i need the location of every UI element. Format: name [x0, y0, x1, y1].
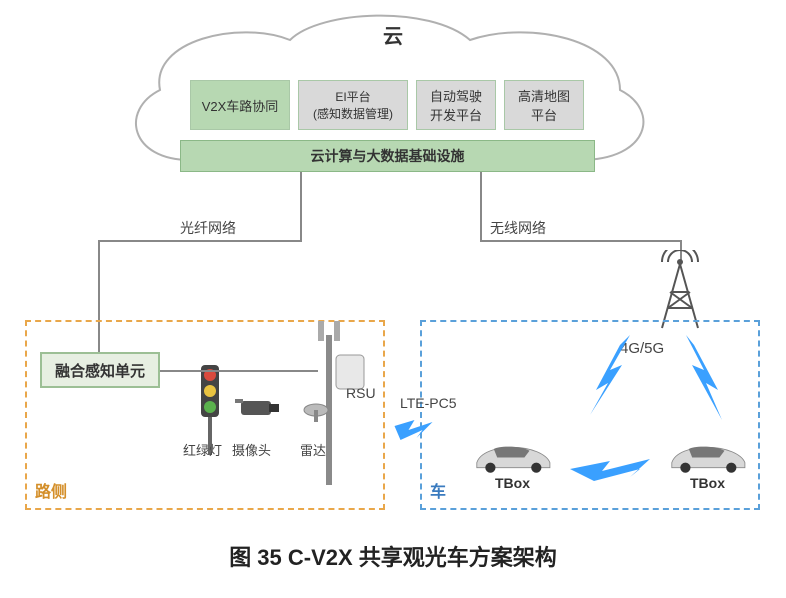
cloud-box-v2x: V2X车路协同 [190, 80, 290, 130]
antenna-tower-icon [650, 250, 710, 330]
cloud-box-hdmap: 高清地图 平台 [504, 80, 584, 130]
roadside-title: 路侧 [35, 478, 67, 502]
bolt-lte-icon [390, 410, 445, 450]
traffic-light-label: 红绿灯 [183, 440, 222, 459]
radar-label: 雷达 [300, 440, 326, 459]
rsu-label: RSU [346, 385, 376, 401]
cloud-box-ei: EI平台 (感知数据管理) [298, 80, 408, 130]
bolt-car-to-car-icon [570, 455, 680, 485]
vehicle-title: 车 [430, 478, 446, 502]
cloud-box-ad: 自动驾驶 开发平台 [416, 80, 496, 130]
cloud-infra-bar: 云计算与大数据基础设施 [180, 140, 595, 172]
fiber-label: 光纤网络 [180, 218, 236, 238]
fusion-to-devices-line [160, 370, 318, 372]
camera-icon [235, 395, 285, 425]
car-left-icon [470, 440, 555, 475]
fiber-line-h [98, 240, 302, 242]
tbox-right-label: TBox [690, 475, 725, 491]
figure-caption: 图 35 C-V2X 共享观光车方案架构 [0, 540, 786, 572]
fiber-line-v1 [300, 172, 302, 242]
cloud-title: 云 [0, 20, 786, 49]
wireless-line-h [480, 240, 680, 242]
tbox-left-label: TBox [495, 475, 530, 491]
fusion-unit-box: 融合感知单元 [40, 352, 160, 388]
bolt-antenna-right-icon [680, 335, 740, 435]
bolt-antenna-left-icon [560, 335, 640, 435]
camera-label: 摄像头 [232, 440, 271, 459]
car-right-icon [665, 440, 750, 475]
wireless-line-v1 [480, 172, 482, 242]
wireless-label: 无线网络 [490, 218, 546, 238]
lte-pc5-label: LTE-PC5 [400, 395, 457, 411]
